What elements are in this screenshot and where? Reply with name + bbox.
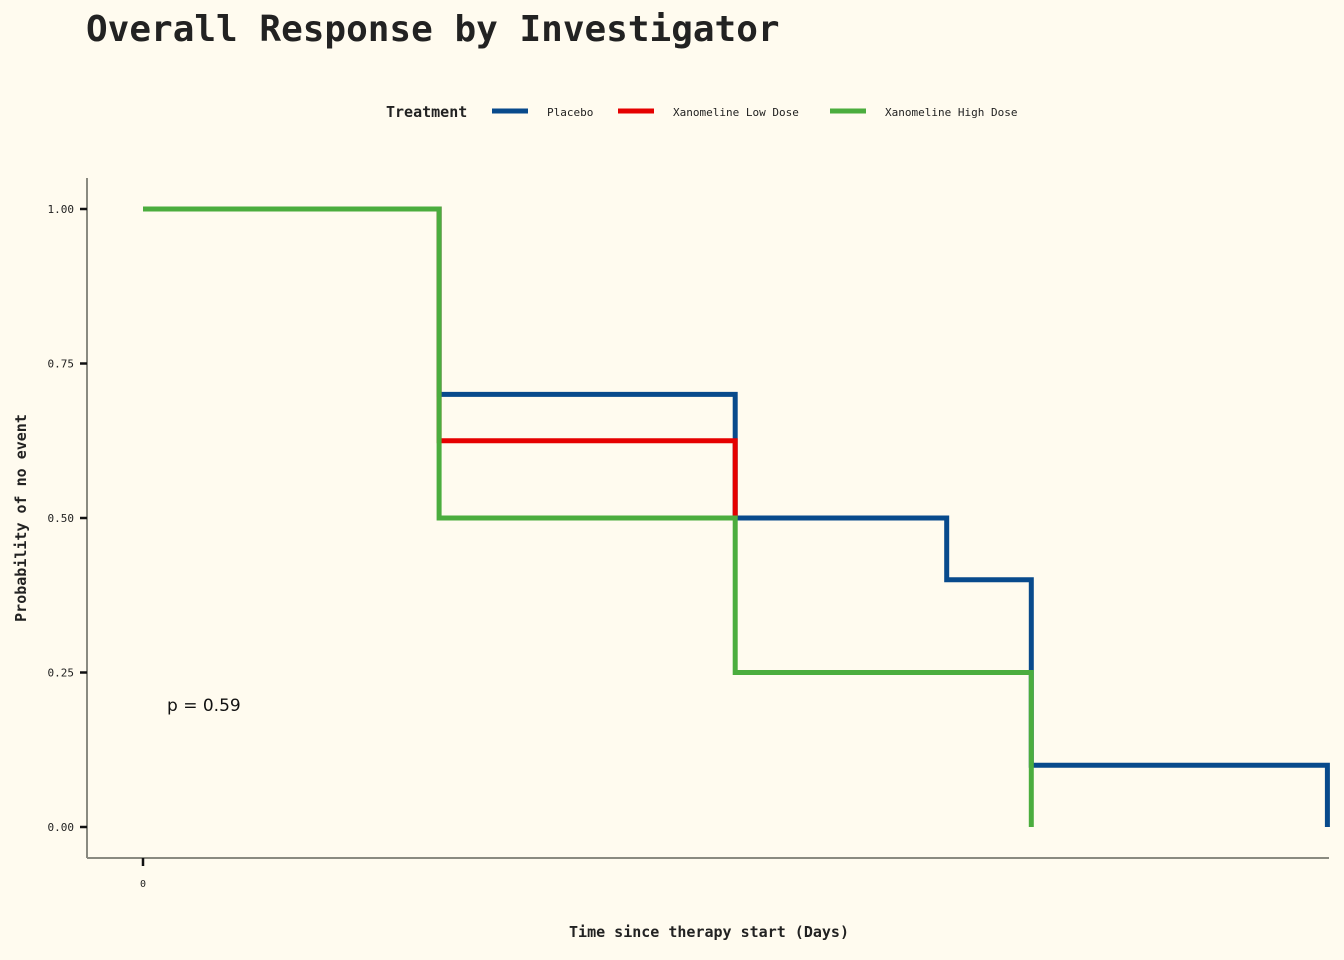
legend: Treatment Placebo Xanomeline Low Dose Xano… <box>386 103 1017 121</box>
x-tick-label: 0 <box>140 879 146 890</box>
x-ticks: 0 <box>140 858 146 890</box>
y-ticks: 0.00 0.25 0.50 0.75 1.00 <box>48 203 87 834</box>
legend-label: Xanomeline Low Dose <box>673 106 799 119</box>
y-tick-label: 0.00 <box>48 821 75 834</box>
legend-label: Placebo <box>547 106 593 119</box>
series-line-xanomeline-high-dose <box>143 206 1034 827</box>
y-tick-label: 0.75 <box>48 358 75 371</box>
y-tick-label: 0.25 <box>48 667 75 680</box>
series-lines <box>143 206 1330 827</box>
x-axis-label: Time since therapy start (Days) <box>569 923 849 941</box>
y-tick-label: 1.00 <box>48 203 75 216</box>
legend-label: Xanomeline High Dose <box>885 106 1017 119</box>
p-value-annotation: p = 0.59 <box>167 696 241 716</box>
legend-title: Treatment <box>386 103 467 121</box>
y-tick-label: 0.50 <box>48 512 75 525</box>
y-axis-label: Probability of no event <box>12 414 30 622</box>
chart-title: Overall Response by Investigator <box>86 9 780 50</box>
